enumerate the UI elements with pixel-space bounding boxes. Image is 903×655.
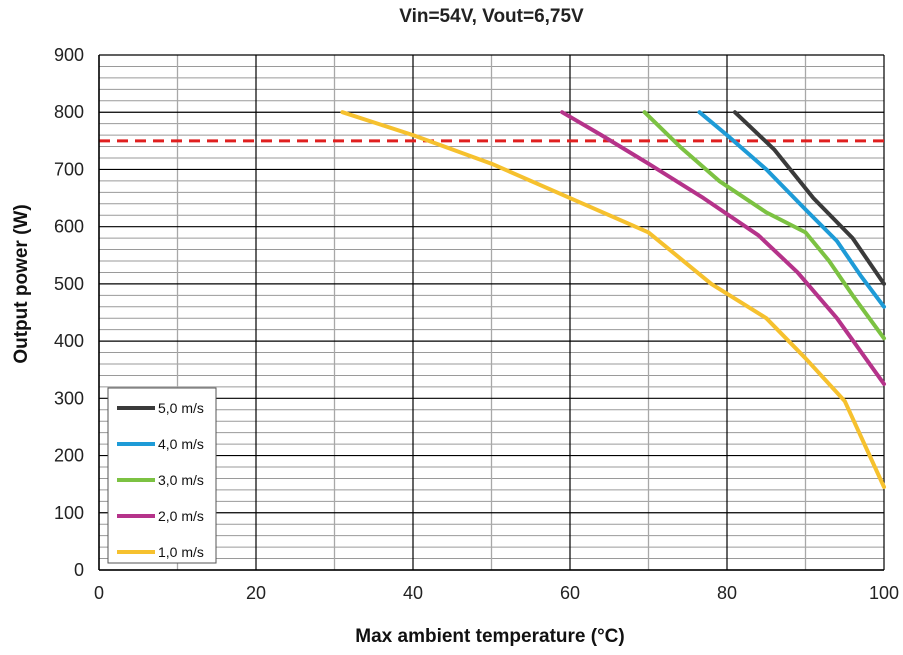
y-tick-label: 700 <box>54 159 84 179</box>
x-tick-label: 80 <box>717 583 737 603</box>
y-tick-label: 600 <box>54 217 84 237</box>
series-line-1 <box>697 110 886 309</box>
x-tick-label: 0 <box>94 583 104 603</box>
y-tick-label: 900 <box>54 45 84 65</box>
series-line-2 <box>642 110 886 341</box>
legend-label: 3,0 m/s <box>158 472 204 488</box>
axes <box>98 55 884 571</box>
y-tick-label: 400 <box>54 331 84 351</box>
y-tick-label: 800 <box>54 102 84 122</box>
y-axis-title: Output power (W) <box>11 204 32 363</box>
x-tick-labels: 0 20 40 60 80 100 <box>94 583 899 603</box>
legend-label: 1,0 m/s <box>158 544 204 560</box>
y-tick-label: 200 <box>54 446 84 466</box>
legend-label: 5,0 m/s <box>158 400 204 416</box>
y-tick-label: 100 <box>54 503 84 523</box>
legend: 5,0 m/s 4,0 m/s 3,0 m/s 2,0 m/s 1,0 m/s <box>107 387 217 564</box>
y-tick-label: 0 <box>74 560 84 580</box>
y-tick-label: 500 <box>54 274 84 294</box>
x-axis-title: Max ambient temperature (°C) <box>355 626 624 647</box>
minor-gridlines <box>99 55 884 570</box>
series-line-4 <box>340 110 886 489</box>
chart-title: Vin=54V, Vout=6,75V <box>399 6 584 27</box>
y-tick-labels: 0 100 200 300 400 500 600 700 800 900 <box>54 45 84 580</box>
legend-label: 4,0 m/s <box>158 436 204 452</box>
x-tick-label: 40 <box>403 583 423 603</box>
legend-label: 2,0 m/s <box>158 508 204 524</box>
legend-box <box>107 387 217 564</box>
series-lines <box>340 110 886 489</box>
x-tick-label: 100 <box>869 583 899 603</box>
x-tick-label: 60 <box>560 583 580 603</box>
y-tick-label: 300 <box>54 388 84 408</box>
major-gridlines <box>98 54 885 571</box>
series-line-3 <box>560 110 886 386</box>
series-line-0 <box>732 110 886 286</box>
x-tick-label: 20 <box>246 583 266 603</box>
